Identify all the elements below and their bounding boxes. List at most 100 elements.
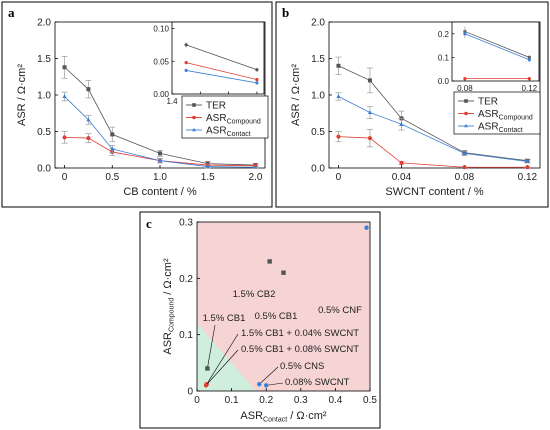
data-point xyxy=(158,151,162,156)
data-point xyxy=(462,165,467,170)
inset-series-line xyxy=(186,44,258,71)
panel-c: c 0 0.1 0.2 0.3 0 0.1 0.2 0.3 0.4 0.5 ASRContact / … xyxy=(139,211,381,429)
y-tick-label: 0.0 xyxy=(37,164,51,175)
scatter-point xyxy=(264,383,269,388)
y-tick-label: 0 xyxy=(187,387,193,398)
legend-swatch-marker xyxy=(464,123,468,128)
y-tick-label: 0.1 xyxy=(179,330,193,341)
x-tick-label: 2.0 xyxy=(249,172,263,183)
x-tick-label: 0.12 xyxy=(518,172,538,183)
y-tick-label: 2.0 xyxy=(311,18,325,29)
x-axis-label: CB content / % xyxy=(123,186,197,198)
data-point xyxy=(86,117,91,122)
scatter-point xyxy=(281,270,286,275)
panel-b: b 0.0 0.5 1.0 1.5 2.0 0 0.04 0.08 0.12 SWCNT conte… xyxy=(275,1,549,208)
legend-frame xyxy=(453,91,541,135)
inset-point xyxy=(255,78,259,82)
legend-frame xyxy=(181,95,269,139)
inset-frame xyxy=(171,21,265,95)
data-point xyxy=(336,63,341,68)
panel-letter: c xyxy=(146,216,152,231)
legend-swatch-marker xyxy=(192,115,196,120)
legend-entry: ASRCompound xyxy=(206,113,261,126)
y-tick-label: 0.5 xyxy=(37,127,51,138)
inset-point xyxy=(463,32,467,36)
point-label: 0.5% CB1 xyxy=(255,311,298,322)
inset-x-tick-label: 0.08 xyxy=(457,84,473,93)
y-tick-label: 2.0 xyxy=(37,18,51,29)
data-point xyxy=(86,136,91,141)
series-line xyxy=(64,66,256,166)
legend-entry: ASRContact xyxy=(206,126,251,139)
data-point xyxy=(525,158,530,163)
inset-y-tick-label: 0.2 xyxy=(438,30,450,39)
data-point xyxy=(399,121,404,126)
inset-point xyxy=(184,60,188,65)
data-point xyxy=(399,160,404,165)
inset-series-line xyxy=(464,33,530,61)
panel-letter: b xyxy=(282,5,289,20)
scatter-point xyxy=(205,366,210,371)
y-tick-label: 1.5 xyxy=(37,54,51,65)
inset-point xyxy=(527,58,531,62)
point-label: 1.5% CB1 xyxy=(203,313,246,324)
legend-entry: TER xyxy=(478,97,498,108)
x-tick-label: 0 xyxy=(62,172,68,183)
series-line xyxy=(64,96,256,168)
point-label: 0.08% SWCNT xyxy=(285,377,350,388)
data-point xyxy=(110,146,115,151)
inset-series-line xyxy=(186,70,257,84)
inset-x-tick-label: 0.12 xyxy=(522,84,538,93)
legend-swatch-marker xyxy=(192,103,196,107)
data-point xyxy=(367,78,372,83)
inset-series-line xyxy=(464,31,530,58)
x-tick-label: 0.5 xyxy=(105,172,119,183)
y-tick-label: 0.2 xyxy=(179,274,193,285)
legend-swatch-marker xyxy=(464,99,468,103)
data-point xyxy=(62,135,67,140)
panel-a: a 0.0 0.5 1.0 1.5 2.0 0 0.5 1.0 1.5 2.0 CB content … xyxy=(1,1,273,208)
data-point xyxy=(525,165,530,170)
data-point xyxy=(336,134,341,139)
data-point xyxy=(205,164,210,169)
x-tick-label: 0.5 xyxy=(363,395,377,406)
legend-entry: ASRContact xyxy=(478,122,523,135)
inset: 0.0 0.1 0.2 0.08 0.12 xyxy=(438,21,540,93)
target-region-green xyxy=(197,323,256,391)
data-point xyxy=(462,150,467,155)
x-tick-label: 0.2 xyxy=(259,395,273,406)
inset-point xyxy=(255,68,259,72)
inset-point xyxy=(184,43,188,47)
scatter-point xyxy=(203,383,209,388)
inset-point xyxy=(184,68,188,73)
y-tick-label: 0.0 xyxy=(311,164,325,175)
y-axis-label: ASR / Ω·cm² xyxy=(16,64,28,126)
inset-x-tick-label: 1.4 xyxy=(166,97,178,106)
y-tick-label: 0.3 xyxy=(179,218,193,229)
inset-series-line xyxy=(186,62,258,80)
leader-line xyxy=(206,333,239,385)
y-tick-label: 1.5 xyxy=(311,54,325,65)
y-tick-label: 1.0 xyxy=(311,91,325,102)
scatter-point xyxy=(257,382,262,387)
point-label: 0.5% CNS xyxy=(280,361,324,372)
x-tick-label: 0.1 xyxy=(225,395,239,406)
y-axis-label: ASR / Ω·cm² xyxy=(290,64,302,126)
panel-letter: a xyxy=(8,5,15,20)
inset-point xyxy=(255,81,259,85)
data-point xyxy=(336,93,341,98)
x-axis-label: ASRContact / Ω·cm² xyxy=(240,410,326,424)
y-tick-label: 0.5 xyxy=(311,127,325,138)
inset-y-tick-label: 0.0 xyxy=(438,77,450,86)
x-axis-label: SWCNT content / % xyxy=(385,186,483,198)
x-tick-label: 0.3 xyxy=(294,395,308,406)
scatter-point xyxy=(364,225,369,230)
data-point xyxy=(367,136,372,141)
x-tick-label: 0.08 xyxy=(455,172,475,183)
y-tick-label: 1.0 xyxy=(37,91,51,102)
inset-y-tick-label: 0.10 xyxy=(153,25,169,34)
point-label: 0.5% CNF xyxy=(318,305,362,316)
